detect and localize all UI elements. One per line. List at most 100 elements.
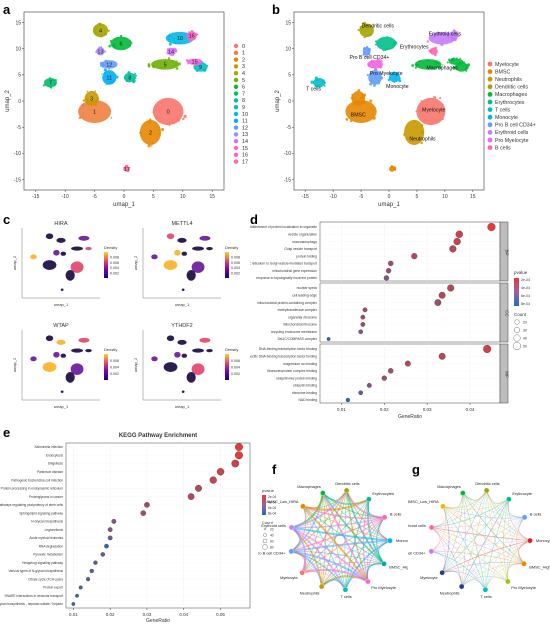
density-plot: WTAP umap_1 umap_2 Density 0.002 0.004 0.006	[12, 323, 119, 409]
density-blob	[166, 233, 175, 240]
cluster-6-dot	[116, 37, 119, 40]
b-ytick-label: 0	[288, 99, 291, 105]
cluster-11-dot	[108, 82, 111, 84]
density-scale-label: 0.002	[110, 372, 119, 376]
celltype-annotation: Monocyte	[386, 84, 409, 90]
cluster-label-1: 1	[93, 109, 96, 115]
net-g-edge	[462, 492, 525, 565]
legend-a-key	[233, 152, 239, 157]
density-scale-label: 0.008	[231, 256, 240, 260]
celltype-blob-dot	[364, 54, 368, 58]
kegg-term-label: Signaling pathways regulating pluripoten…	[0, 503, 63, 507]
net-g-edge	[461, 490, 487, 587]
net-g-edge	[486, 490, 531, 541]
panel-label-c: c	[3, 212, 11, 227]
go-group-strip	[499, 221, 509, 282]
cluster-5-dot	[173, 65, 175, 68]
cluster-label-2: 2	[149, 130, 152, 136]
celltype-blob-dot	[435, 61, 439, 65]
celltype-blob-dot	[353, 102, 356, 105]
net-g-edge	[442, 490, 487, 509]
density-blob	[151, 356, 158, 362]
celltype-blob-dot	[357, 29, 360, 32]
net-g-edge	[486, 490, 525, 564]
legend-a-key	[233, 145, 239, 151]
celltype-blob-dot	[440, 42, 444, 47]
net-g-edge	[485, 576, 509, 590]
legend-a-key	[233, 105, 239, 110]
net-g-edge	[431, 550, 486, 590]
net-g-edge	[431, 493, 464, 528]
go-dot	[360, 322, 366, 327]
celltype-blob-dot	[381, 63, 383, 65]
go-dot	[360, 314, 366, 320]
density-blob	[192, 348, 205, 353]
panel-label-d: d	[250, 212, 258, 227]
go-term-label: response to topologically incorrect prot…	[256, 276, 317, 280]
density-scale-label: 0.006	[110, 359, 119, 363]
cluster-16-dot	[193, 38, 196, 41]
net-f-node	[288, 548, 295, 555]
net-g-edge	[442, 506, 486, 590]
cluster-6	[108, 34, 133, 51]
celltype-blob-dot	[378, 79, 380, 82]
net-f-edge	[345, 517, 385, 590]
cluster-0-dot	[153, 105, 156, 108]
cluster-4-dot	[99, 34, 103, 38]
go-dot	[487, 222, 496, 232]
net-g-node	[521, 560, 527, 567]
celltype-blob-dot	[413, 120, 416, 123]
net-g-node-label: Macrophages	[437, 484, 461, 489]
celltype-blob-dot	[446, 34, 450, 38]
kegg-dot	[75, 593, 79, 598]
celltype-blob	[389, 165, 397, 172]
net-f-node	[299, 569, 305, 576]
cluster-7-dot	[51, 78, 54, 81]
cluster-0-dot	[160, 101, 164, 105]
cluster-3-dot	[82, 99, 86, 102]
go-term-label: recycling endosome membrane	[271, 330, 317, 334]
a-ytick-label: 5	[18, 73, 21, 79]
celltype-blob	[367, 58, 383, 71]
b-ytick-label: -5	[287, 125, 292, 131]
legend-a-label: 15	[242, 146, 248, 152]
cluster-1-dot	[78, 116, 82, 120]
go-dot	[326, 337, 331, 341]
density-scale-label: 0.004	[110, 366, 119, 370]
net-f-legend-color-tick: 4e-04	[268, 501, 276, 505]
net-g-edge	[507, 499, 525, 518]
a-xtick-label: -5	[92, 194, 97, 200]
panel-c-density-plots: HIRAumap_1umap_2Density0.0020.0040.0060.…	[12, 221, 240, 409]
net-f-legend-title-pvalue: pvalue	[262, 488, 275, 493]
kegg-dot	[107, 527, 113, 532]
go-legend-size-key	[513, 334, 521, 342]
celltype-blob-dot	[376, 58, 380, 63]
cluster-9-dot	[204, 63, 206, 65]
go-dot	[345, 397, 350, 403]
net-g-edge	[431, 527, 531, 542]
celltype-blob-dot	[431, 36, 434, 39]
go-term-label: establishment of protein localization to…	[250, 225, 317, 229]
cluster-8-dot	[134, 77, 137, 80]
celltype-blob-dot	[391, 170, 394, 172]
net-f-edge	[344, 490, 347, 590]
cluster-11-dot	[115, 75, 119, 79]
kegg-dot	[100, 552, 106, 557]
cluster-8	[123, 71, 138, 84]
density-blob	[163, 260, 178, 270]
panel-d-go-enrichment: BP establishment of protein localization …	[250, 221, 530, 420]
celltype-blob-body	[376, 36, 397, 51]
celltype-blob	[310, 76, 326, 88]
go-dot	[447, 284, 455, 292]
density-blob	[78, 337, 90, 343]
density-colorbar	[104, 252, 108, 278]
celltype-blob-dot	[393, 81, 396, 84]
celltype-annotation: Erythroid cells	[429, 32, 462, 38]
cluster-label-6: 6	[120, 41, 123, 47]
net-f-edges	[290, 489, 391, 591]
kegg-dot	[235, 443, 243, 451]
net-g-edge	[486, 490, 510, 504]
net-g-edge	[431, 527, 486, 590]
net-g-edge	[486, 490, 525, 518]
legend-b-label: Monocyte	[495, 115, 518, 121]
